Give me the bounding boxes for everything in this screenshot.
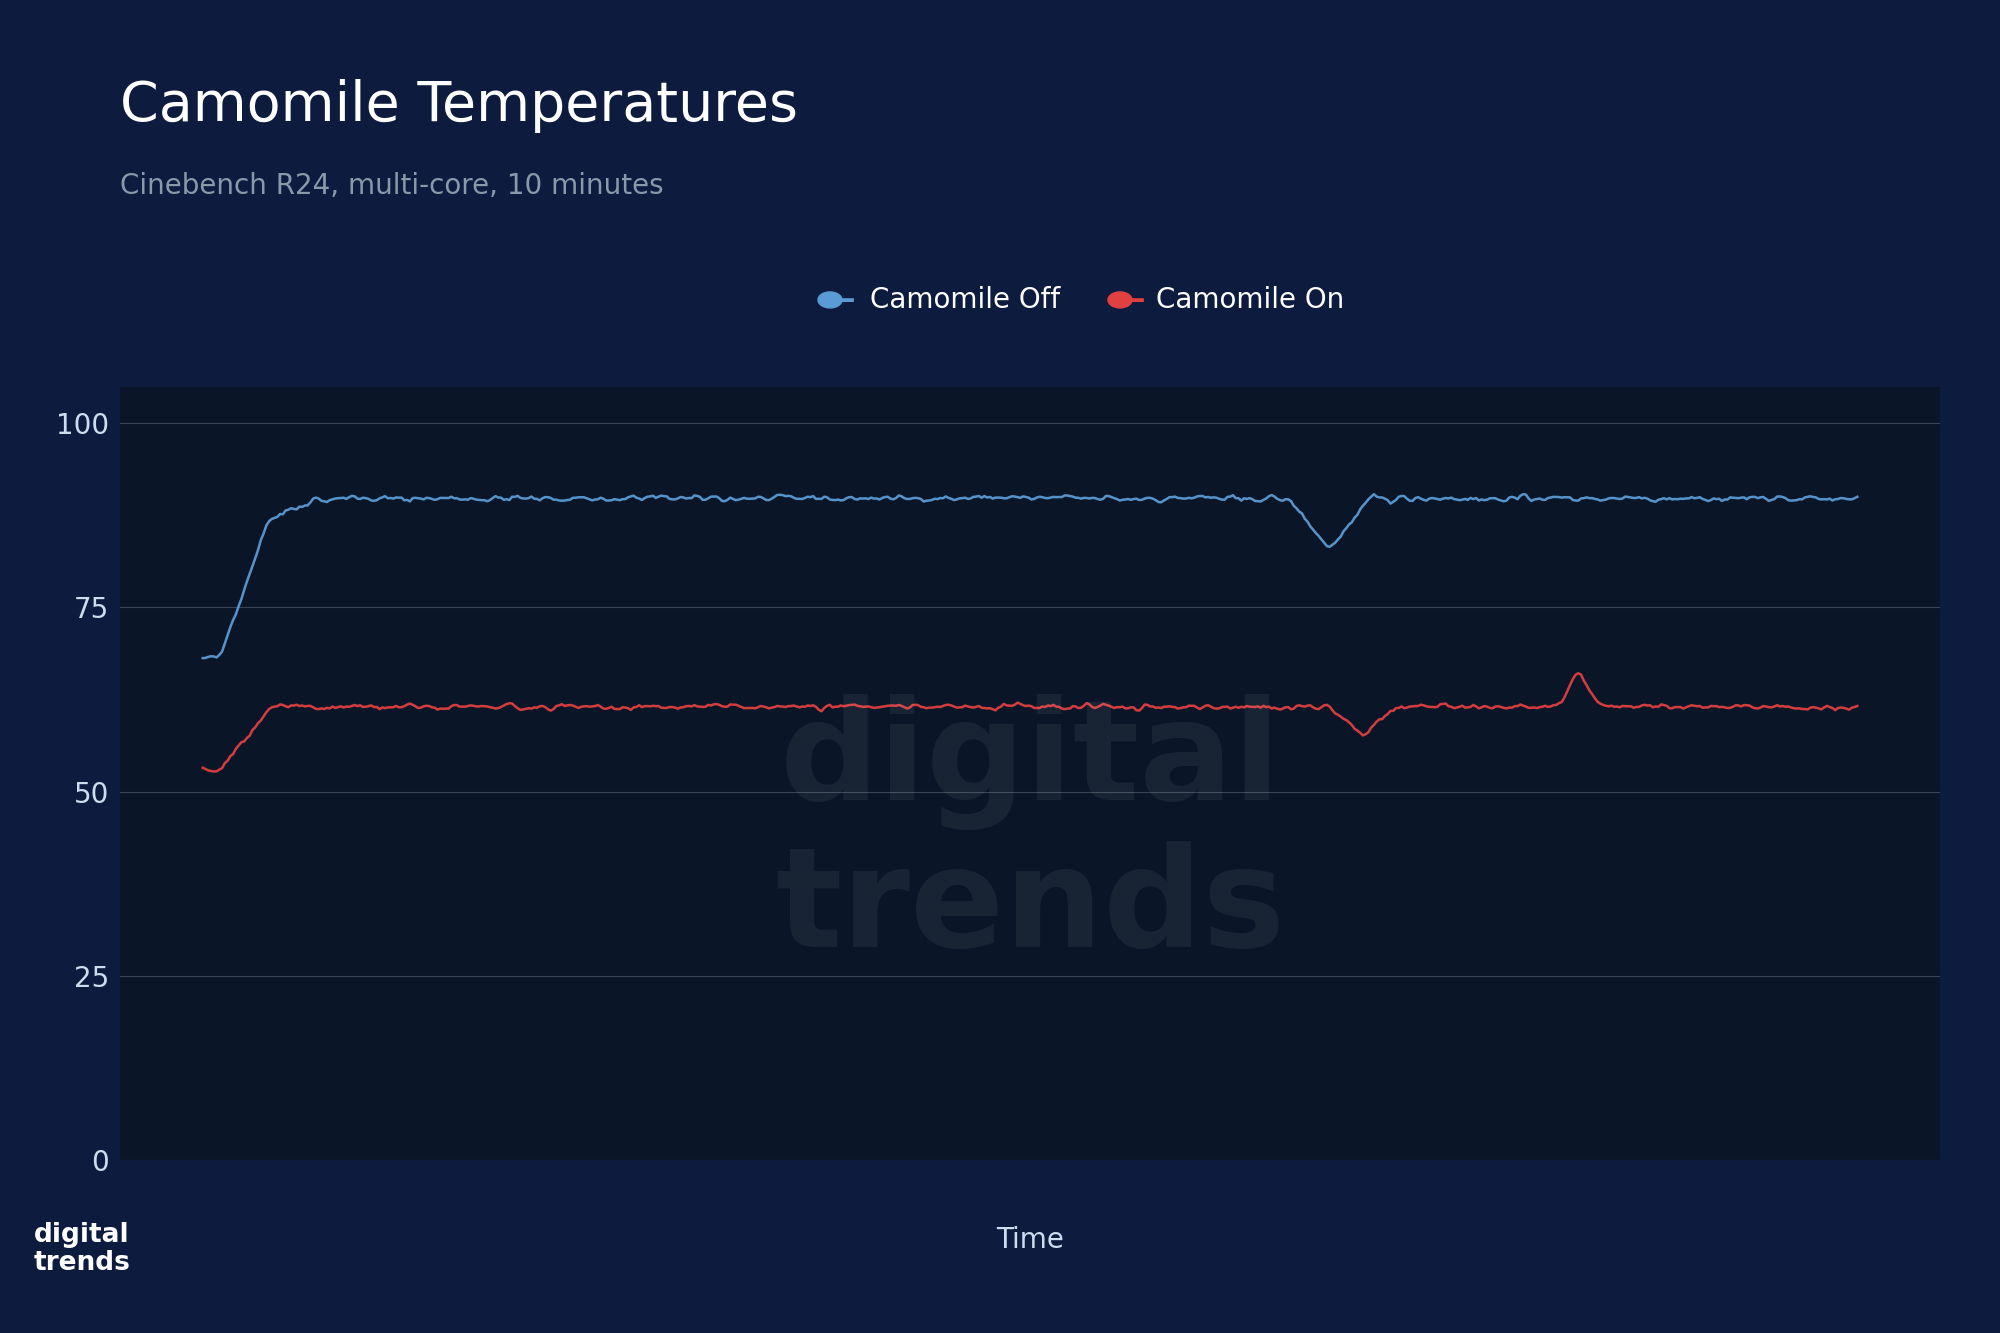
Text: digital
trends: digital trends	[34, 1221, 130, 1276]
Text: —: —	[824, 285, 856, 315]
Text: Time: Time	[996, 1225, 1064, 1254]
Text: Camomile On: Camomile On	[1156, 285, 1344, 315]
Text: —: —	[1114, 285, 1146, 315]
Text: digital
trends: digital trends	[774, 694, 1286, 976]
Text: Camomile Off: Camomile Off	[870, 285, 1060, 315]
Text: Camomile Temperatures: Camomile Temperatures	[120, 79, 798, 133]
Text: Cinebench R24, multi-core, 10 minutes: Cinebench R24, multi-core, 10 minutes	[120, 172, 664, 200]
